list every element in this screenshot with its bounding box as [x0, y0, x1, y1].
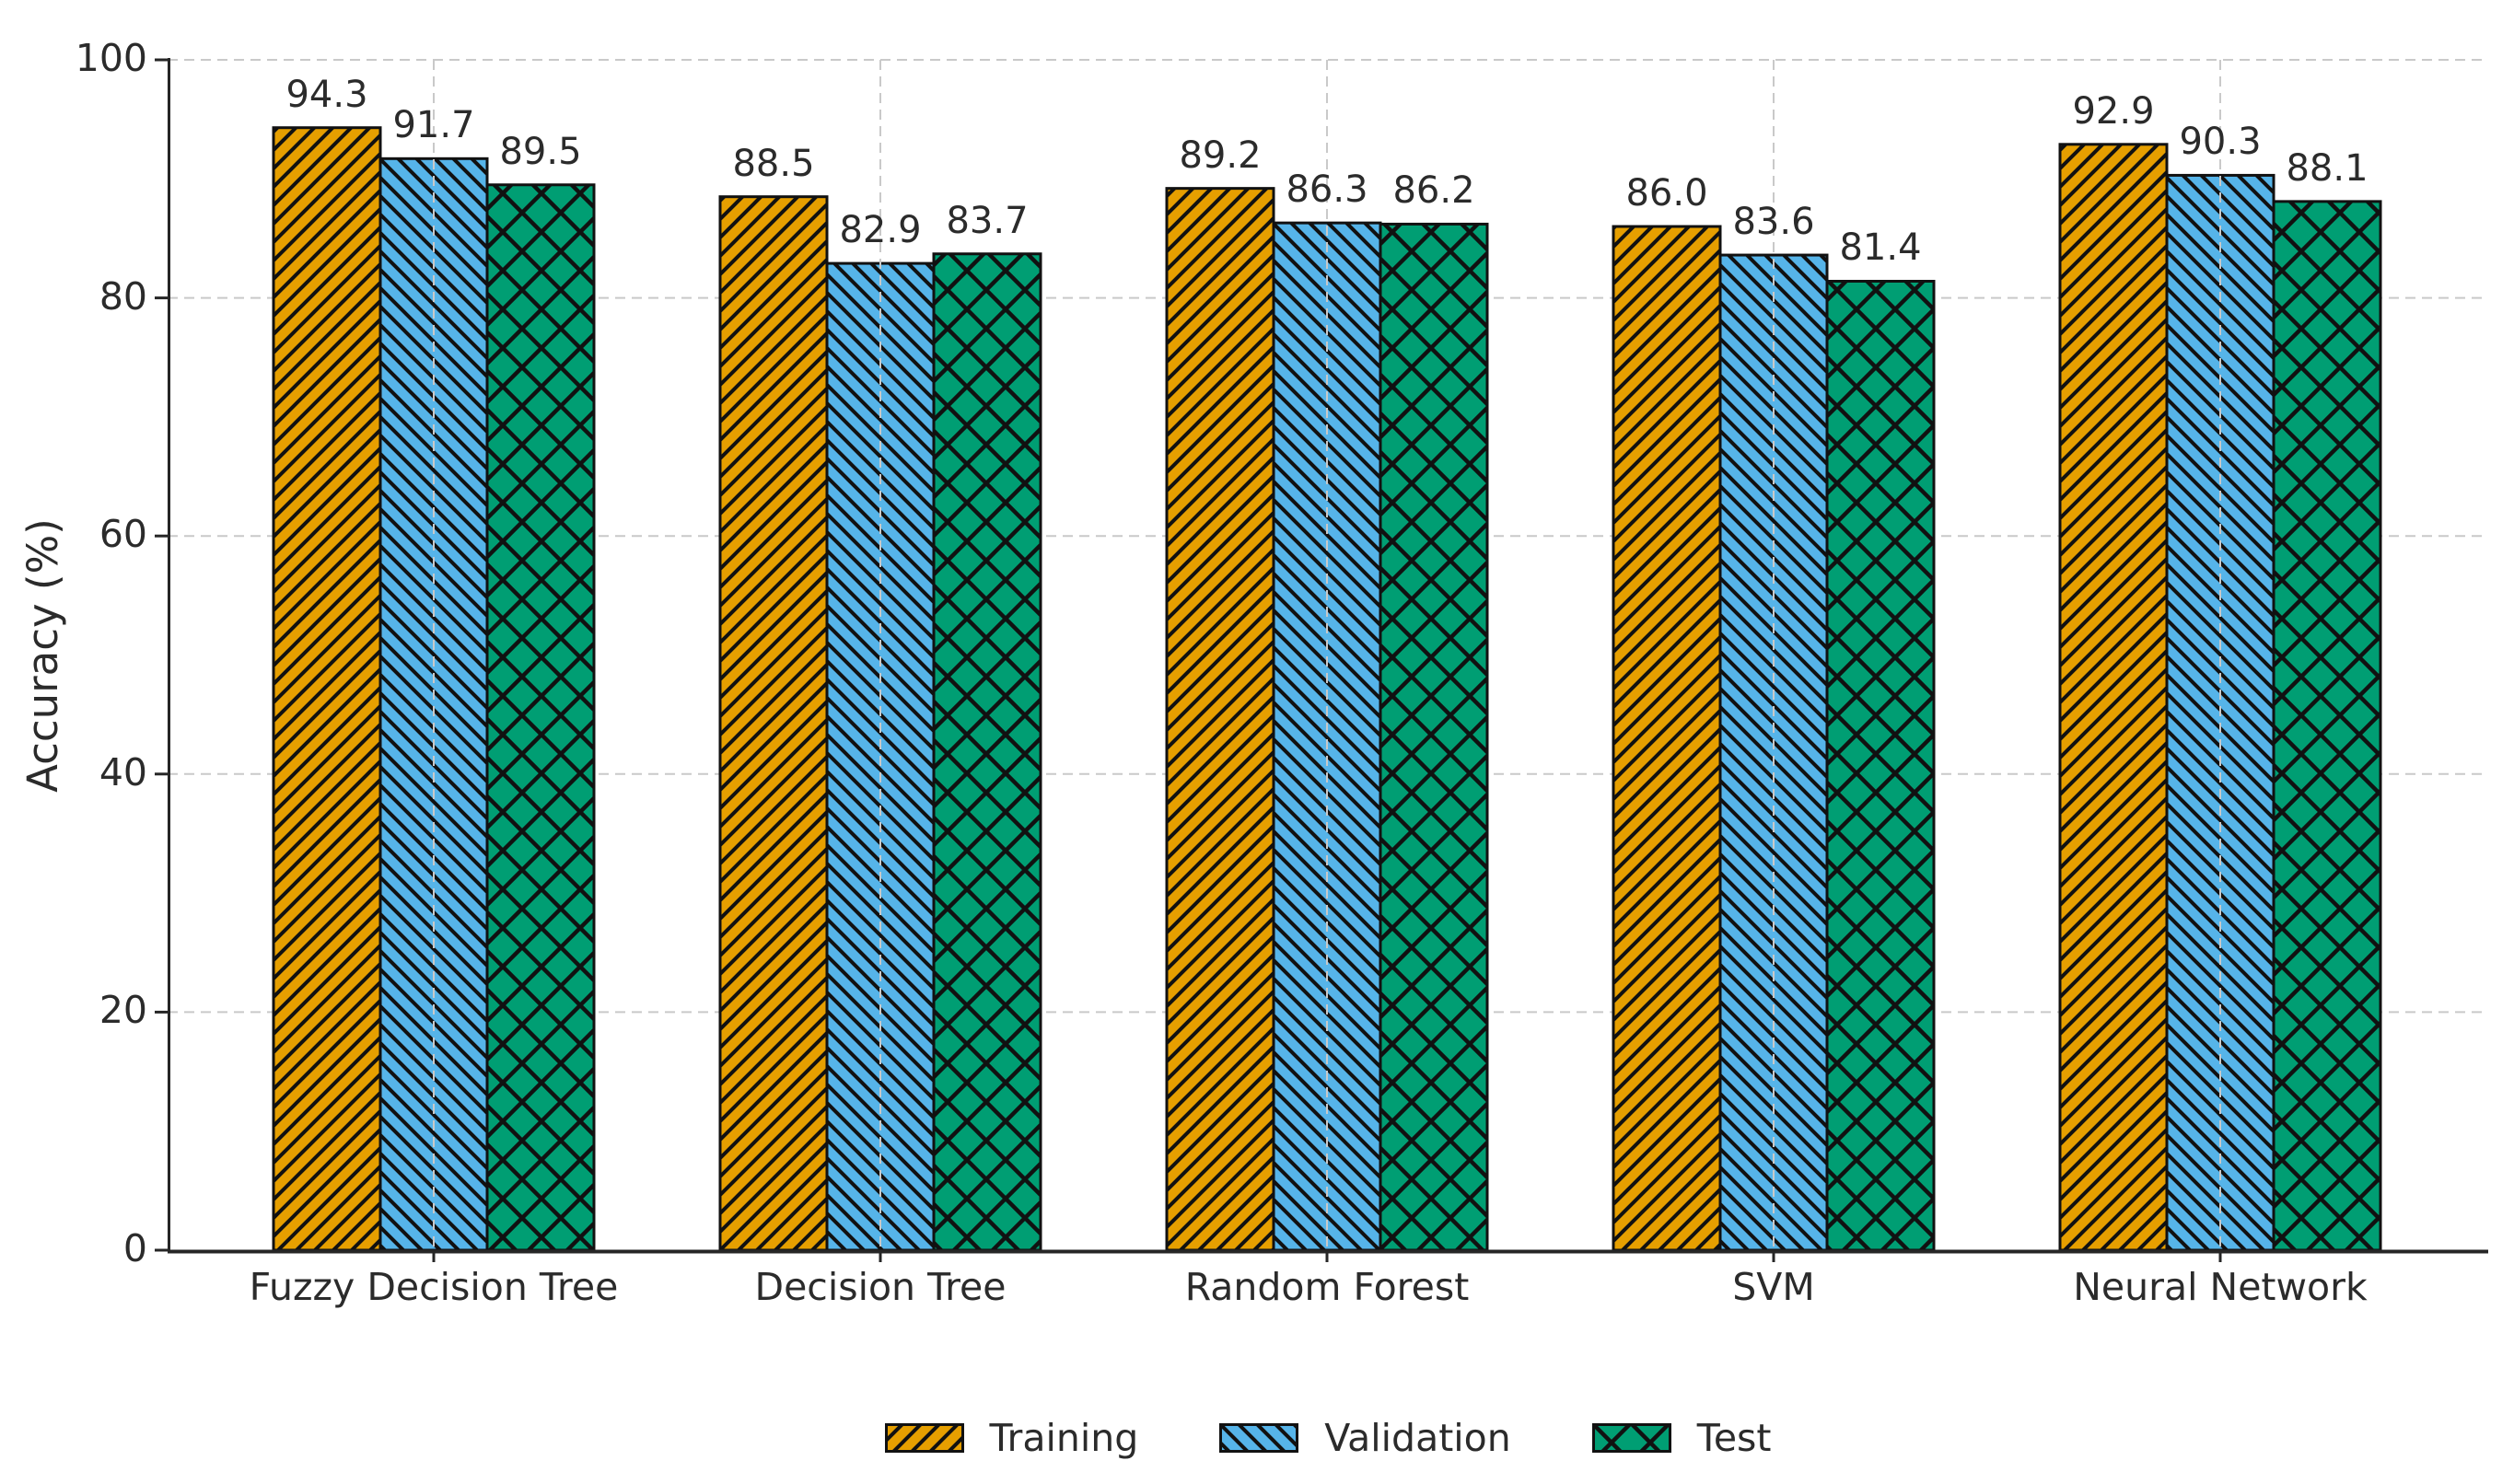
- value-label-validation-random-forest: 86.3: [1286, 168, 1368, 212]
- legend-label-validation: Validation: [1324, 1416, 1511, 1460]
- value-label-training-fuzzy-decision-tree: 94.3: [285, 73, 368, 116]
- bar-training-svm: [1612, 225, 1722, 1252]
- bars-group: [272, 126, 2382, 1252]
- value-label-validation-neural-network: 90.3: [2179, 121, 2262, 164]
- bar-validation-svm: [1718, 253, 1829, 1252]
- bar-training-fuzzy-decision-tree: [272, 126, 382, 1252]
- value-label-validation-svm: 83.6: [1732, 201, 1815, 244]
- y-tick-label-40: 40: [99, 749, 147, 794]
- bar-training-decision-tree: [718, 195, 829, 1252]
- y-tick-label-100: 100: [75, 36, 147, 80]
- bar-test-fuzzy-decision-tree: [485, 183, 596, 1252]
- x-category-label-random-forest: Random Forest: [1184, 1265, 1470, 1309]
- training-swatch-icon: [884, 1423, 964, 1453]
- legend-entry-training: Training: [884, 1416, 1139, 1460]
- value-label-validation-decision-tree: 82.9: [839, 209, 922, 252]
- bar-training-neural-network: [2058, 143, 2169, 1252]
- y-tick-label-0: 0: [122, 1226, 147, 1270]
- legend-label-training: Training: [989, 1416, 1139, 1460]
- legend-entry-test: Test: [1591, 1416, 1772, 1460]
- legend-label-test: Test: [1696, 1416, 1772, 1460]
- bar-validation-fuzzy-decision-tree: [378, 157, 489, 1252]
- axis-ticks: [155, 58, 2222, 1262]
- y-tick-label-60: 60: [99, 512, 147, 557]
- y-tick-label-20: 20: [99, 988, 147, 1033]
- validation-swatch-icon: [1219, 1423, 1299, 1453]
- bar-test-decision-tree: [932, 252, 1042, 1252]
- test-swatch-icon: [1591, 1423, 1671, 1453]
- y-tick-label-80: 80: [99, 273, 147, 319]
- bar-test-neural-network: [2272, 200, 2382, 1252]
- bar-training-random-forest: [1165, 187, 1275, 1252]
- value-label-test-decision-tree: 83.7: [946, 199, 1029, 242]
- legend-entry-validation: Validation: [1219, 1416, 1511, 1460]
- value-label-validation-fuzzy-decision-tree: 91.7: [392, 104, 475, 147]
- x-category-label-decision-tree: Decision Tree: [754, 1265, 1007, 1309]
- value-label-training-random-forest: 89.2: [1179, 133, 1262, 177]
- value-label-training-svm: 86.0: [1625, 172, 1708, 215]
- value-label-test-random-forest: 86.2: [1392, 169, 1475, 213]
- bar-test-random-forest: [1379, 222, 1489, 1252]
- value-label-test-fuzzy-decision-tree: 89.5: [499, 130, 582, 173]
- value-label-training-decision-tree: 88.5: [732, 142, 815, 185]
- x-category-label-fuzzy-decision-tree: Fuzzy Decision Tree: [249, 1265, 619, 1309]
- x-category-label-svm: SVM: [1732, 1265, 1815, 1309]
- value-label-training-neural-network: 92.9: [2072, 89, 2155, 133]
- legend: Training Validation Test: [168, 1416, 2488, 1460]
- x-category-label-neural-network: Neural Network: [2073, 1265, 2368, 1309]
- value-label-test-neural-network: 88.1: [2286, 146, 2369, 190]
- value-label-test-svm: 81.4: [1839, 226, 1922, 270]
- bar-test-svm: [1825, 279, 1936, 1252]
